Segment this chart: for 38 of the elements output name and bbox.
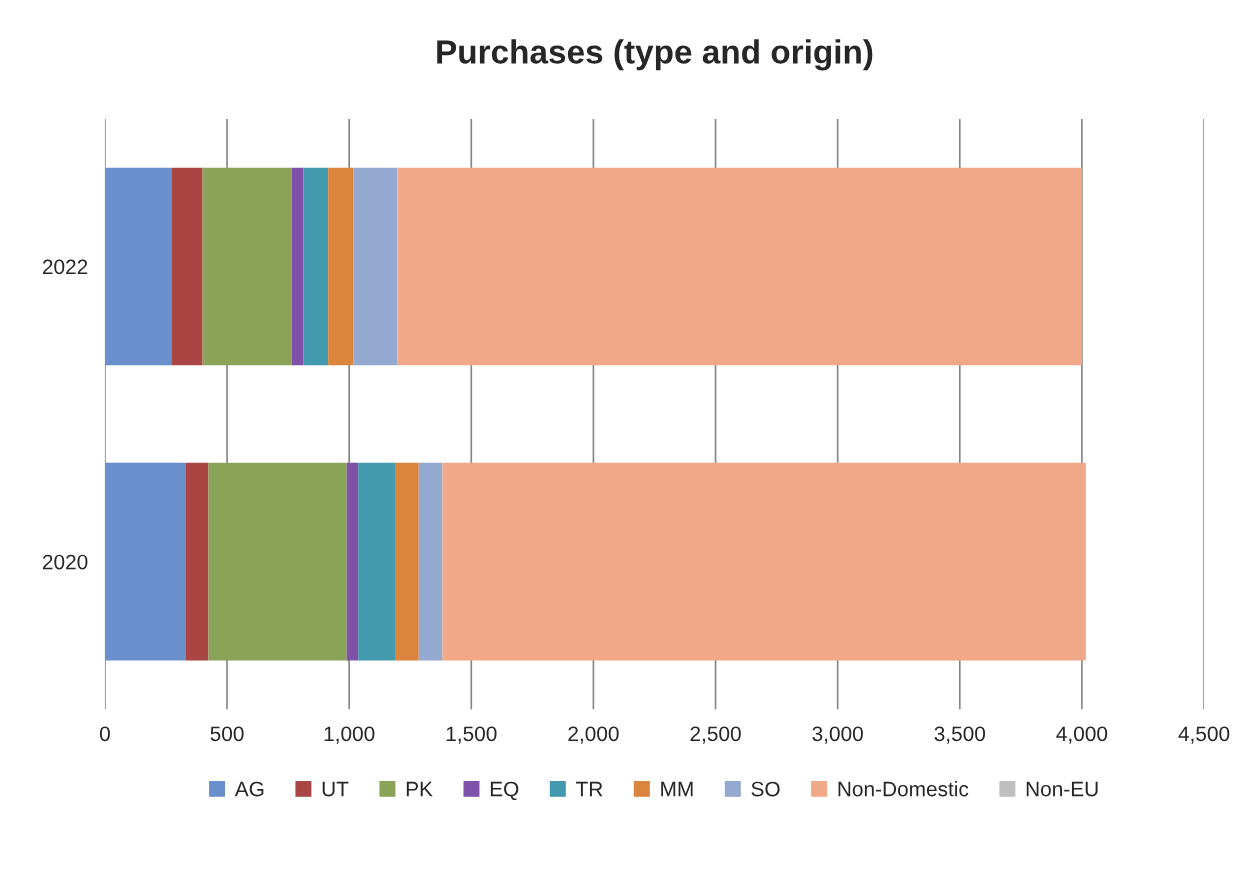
legend-label: AG bbox=[234, 781, 264, 797]
chart-title: Purchases (type and origin) bbox=[437, 39, 873, 71]
bar bbox=[418, 462, 443, 661]
x-tick-label: 2,500 bbox=[690, 726, 741, 744]
bar bbox=[358, 462, 396, 661]
bar bbox=[171, 167, 203, 366]
bar bbox=[303, 167, 329, 366]
legend-label: Non-Domestic bbox=[838, 781, 969, 797]
bar bbox=[291, 167, 304, 366]
bar bbox=[104, 167, 172, 366]
bar bbox=[395, 462, 419, 661]
legend-label: PK bbox=[406, 781, 433, 797]
x-tick-label: 3,500 bbox=[934, 726, 986, 744]
x-tick-label: 2,000 bbox=[568, 726, 619, 744]
x-tick-label: 1,000 bbox=[324, 726, 375, 744]
legend-label: SO bbox=[751, 781, 780, 797]
legend-label: EQ bbox=[490, 781, 519, 801]
x-tick-label: 500 bbox=[210, 726, 244, 742]
bar bbox=[202, 167, 292, 366]
bar bbox=[104, 462, 187, 661]
y-tick-label: 2020 bbox=[42, 554, 88, 570]
legend-label: TR bbox=[576, 781, 603, 797]
x-tick-label: 4,500 bbox=[1178, 726, 1230, 744]
legend-label: UT bbox=[322, 781, 349, 797]
bar bbox=[442, 462, 1086, 661]
x-tick-label: 3,000 bbox=[812, 726, 863, 744]
x-tick-label: 0 bbox=[99, 726, 110, 742]
bar bbox=[186, 462, 209, 661]
y-tick-label: 2022 bbox=[42, 259, 88, 275]
bar bbox=[397, 167, 1082, 366]
x-tick-label: 1,500 bbox=[446, 726, 497, 744]
bar bbox=[346, 462, 359, 661]
bar bbox=[328, 167, 354, 366]
legend-label: MM bbox=[661, 781, 693, 797]
bar bbox=[208, 462, 347, 661]
x-tick-label: 4,000 bbox=[1056, 726, 1108, 744]
legend-label: Non-EU bbox=[1026, 781, 1098, 797]
bar bbox=[353, 167, 398, 366]
